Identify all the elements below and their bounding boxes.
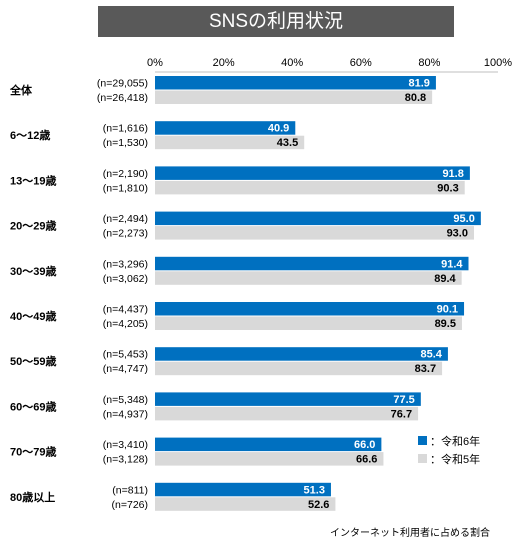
- sample-size-label: (n=5,348): [103, 394, 148, 406]
- category-label: 20～29歳: [10, 219, 56, 233]
- category-label: 80歳以上: [10, 490, 55, 504]
- category-label: 60～69歳: [10, 399, 56, 413]
- data-label: 77.5: [393, 394, 414, 406]
- bar-r5: [155, 180, 465, 195]
- x-tick-label: 0%: [147, 57, 163, 69]
- bar-r5: [155, 497, 336, 511]
- sample-size-label: (n=1,530): [103, 137, 148, 149]
- bar-r6: [155, 121, 296, 135]
- sample-size-label: (n=4,747): [103, 363, 148, 375]
- bar-r6: [155, 437, 382, 452]
- bar-r5: [155, 135, 305, 150]
- chart-footnote: インターネット利用者に占める割合: [330, 528, 490, 539]
- data-label: 83.7: [415, 363, 436, 375]
- x-tick-label: 100%: [484, 57, 512, 69]
- bar-r6: [155, 166, 470, 180]
- bar-r5: [155, 90, 433, 104]
- bar-r6: [155, 392, 421, 406]
- bar-r6: [155, 482, 331, 497]
- legend-label: ：令和6年: [430, 434, 480, 448]
- chart-title: SNSの利用状況: [208, 11, 344, 32]
- bar-r6: [155, 211, 481, 226]
- data-label: 90.1: [437, 304, 458, 316]
- data-label: 52.6: [308, 499, 329, 511]
- data-label: 80.8: [405, 92, 426, 104]
- legend-label: ：令和5年: [430, 452, 480, 466]
- legend-swatch: [418, 436, 427, 445]
- data-label: 85.4: [421, 349, 443, 361]
- sample-size-label: (n=4,437): [103, 304, 148, 316]
- bar-r6: [155, 347, 448, 361]
- data-label: 90.3: [437, 182, 458, 194]
- sample-size-label: (n=2,494): [103, 213, 148, 225]
- category-label: 70～79歳: [10, 445, 56, 459]
- category-label: 13～19歳: [10, 173, 56, 187]
- data-label: 66.6: [356, 454, 377, 466]
- data-label: 91.4: [441, 258, 463, 270]
- bar-r6: [155, 256, 469, 271]
- sample-size-label: (n=3,296): [103, 258, 148, 270]
- x-tick-label: 80%: [418, 57, 440, 69]
- bar-r5: [155, 406, 419, 421]
- data-label: 91.8: [442, 168, 463, 180]
- sample-size-label: (n=1,616): [103, 123, 148, 135]
- data-label: 95.0: [453, 213, 474, 225]
- sample-size-label: (n=2,273): [103, 228, 148, 240]
- sample-size-label: (n=3,410): [103, 439, 148, 451]
- x-tick-label: 60%: [350, 57, 372, 69]
- sample-size-label: (n=3,062): [103, 273, 148, 285]
- sample-size-label: (n=811): [112, 484, 148, 496]
- data-label: 93.0: [447, 228, 468, 240]
- category-label: 30～39歳: [10, 264, 56, 278]
- sample-size-label: (n=4,937): [103, 408, 148, 420]
- sample-size-label: (n=3,128): [103, 454, 148, 466]
- category-label: 6～12歳: [10, 128, 50, 142]
- data-label: 51.3: [304, 484, 325, 496]
- sample-size-label: (n=5,453): [103, 349, 148, 361]
- data-label: 66.0: [354, 439, 375, 451]
- bar-r5: [155, 452, 384, 466]
- category-label: 50～59歳: [10, 354, 56, 368]
- sample-size-label: (n=29,055): [97, 78, 148, 90]
- category-label: 全体: [9, 83, 33, 97]
- data-label: 89.5: [435, 318, 456, 330]
- data-label: 76.7: [391, 408, 412, 420]
- data-label: 89.4: [434, 273, 456, 285]
- chart-title-banner: SNSの利用状況: [98, 6, 454, 37]
- bar-r6: [155, 76, 436, 90]
- sample-size-label: (n=4,205): [103, 318, 148, 330]
- category-label: 40～49歳: [10, 309, 56, 323]
- bar-r6: [155, 302, 465, 316]
- bar-r5: [155, 361, 443, 376]
- sample-size-label: (n=26,418): [97, 92, 148, 104]
- data-label: 81.9: [408, 78, 429, 90]
- data-label: 43.5: [277, 137, 298, 149]
- x-tick-label: 20%: [213, 57, 235, 69]
- data-label: 40.9: [268, 123, 289, 135]
- bar-r5: [155, 271, 462, 285]
- bar-r5: [155, 316, 462, 330]
- sample-size-label: (n=1,810): [103, 182, 148, 194]
- sample-size-label: (n=726): [112, 499, 148, 511]
- x-tick-label: 40%: [281, 57, 303, 69]
- legend-swatch: [418, 454, 427, 463]
- sample-size-label: (n=2,190): [103, 168, 148, 180]
- bar-r5: [155, 226, 474, 240]
